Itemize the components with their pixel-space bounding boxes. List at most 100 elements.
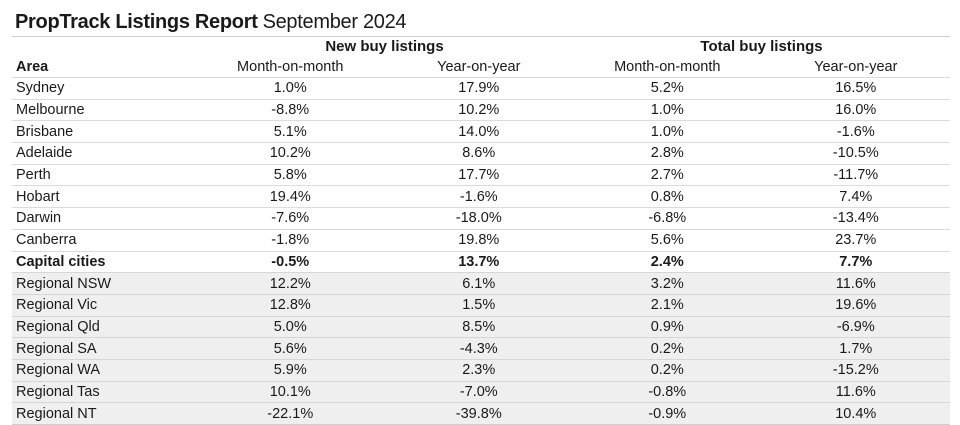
new-mom-cell: 5.1% xyxy=(196,120,385,143)
table-row: Regional NT -22.1% -39.8% -0.9% 10.4% xyxy=(12,402,951,425)
table-row: Sydney 1.0% 17.9% 5.2% 16.5% xyxy=(12,77,951,100)
listings-table: New buy listings Total buy listings Area… xyxy=(12,36,951,425)
table-row: Capital cities -0.5% 13.7% 2.4% 7.7% xyxy=(12,250,951,273)
table-row: Hobart 19.4% -1.6% 0.8% 7.4% xyxy=(12,185,951,208)
total-yoy-cell: 23.7% xyxy=(761,228,951,251)
total-mom-cell: 1.0% xyxy=(573,98,762,121)
new-yoy-cell: 1.5% xyxy=(384,293,574,317)
total-yoy-cell: 11.6% xyxy=(761,272,951,295)
table-row: Darwin -7.6% -18.0% -6.8% -13.4% xyxy=(12,207,951,230)
area-name-cell: Capital cities xyxy=(12,250,196,273)
new-mom-cell: -0.5% xyxy=(196,250,385,273)
area-name-cell: Sydney xyxy=(12,77,196,100)
total-mom-cell: -6.8% xyxy=(573,207,762,230)
new-yoy-cell: -7.0% xyxy=(384,380,574,403)
new-yoy-cell: 17.9% xyxy=(384,77,574,100)
new-yoy-cell: -39.8% xyxy=(384,402,574,425)
table-row: Regional Tas 10.1% -7.0% -0.8% 11.6% xyxy=(12,380,951,403)
new-yoy-cell: 8.6% xyxy=(384,142,574,165)
new-mom-cell: -8.8% xyxy=(196,98,385,121)
area-name-cell: Regional Vic xyxy=(12,293,196,317)
total-mom-cell: 2.1% xyxy=(573,293,762,317)
new-yoy-cell: 6.1% xyxy=(384,272,574,295)
total-mom-cell: 2.8% xyxy=(573,142,762,165)
total-yoy-cell: 1.7% xyxy=(761,337,951,360)
table-row: Brisbane 5.1% 14.0% 1.0% -1.6% xyxy=(12,120,951,143)
new-yoy-cell: 2.3% xyxy=(384,358,574,382)
new-mom-cell: 10.2% xyxy=(196,142,385,165)
new-yoy-cell: -4.3% xyxy=(384,337,574,360)
new-yoy-cell: 14.0% xyxy=(384,120,574,143)
total-mom-cell: 0.9% xyxy=(573,315,762,338)
total-mom-cell: 0.2% xyxy=(573,358,762,382)
new-mom-cell: 5.6% xyxy=(196,337,385,360)
group-header-total-buy-listings: Total buy listings xyxy=(573,36,951,57)
new-yoy-cell: -18.0% xyxy=(384,207,574,230)
area-name-cell: Adelaide xyxy=(12,142,196,165)
total-yoy-cell: 11.6% xyxy=(761,380,951,403)
table-row: Regional Vic 12.8% 1.5% 2.1% 19.6% xyxy=(12,293,951,317)
total-yoy-cell: -11.7% xyxy=(761,163,951,186)
new-mom-cell: -7.6% xyxy=(196,207,385,230)
total-yoy-cell: -15.2% xyxy=(761,358,951,382)
total-mom-cell: 2.4% xyxy=(573,250,762,273)
group-header-new-buy-listings: New buy listings xyxy=(196,36,574,57)
new-mom-cell: 12.8% xyxy=(196,293,385,317)
total-yoy-cell: -6.9% xyxy=(761,315,951,338)
table-row: Regional Qld 5.0% 8.5% 0.9% -6.9% xyxy=(12,315,951,338)
new-mom-cell: 5.0% xyxy=(196,315,385,338)
area-name-cell: Regional WA xyxy=(12,358,196,382)
new-mom-cell: 1.0% xyxy=(196,77,385,100)
total-yoy-cell: 16.0% xyxy=(761,98,951,121)
new-mom-cell: 5.9% xyxy=(196,358,385,382)
column-header-total-yoy: Year-on-year xyxy=(814,59,898,75)
new-mom-cell: -22.1% xyxy=(196,402,385,425)
column-header-new-yoy: Year-on-year xyxy=(437,59,521,75)
total-yoy-cell: 10.4% xyxy=(761,402,951,425)
new-yoy-cell: 8.5% xyxy=(384,315,574,338)
report-title-main: PropTrack Listings Report xyxy=(15,11,258,33)
new-mom-cell: 19.4% xyxy=(196,185,385,208)
new-yoy-cell: 10.2% xyxy=(384,98,574,121)
area-name-cell: Perth xyxy=(12,163,196,186)
area-name-cell: Regional SA xyxy=(12,337,196,360)
area-name-cell: Hobart xyxy=(12,185,196,208)
total-yoy-cell: 16.5% xyxy=(761,77,951,100)
group-header-spacer xyxy=(12,36,196,57)
total-mom-cell: 5.6% xyxy=(573,228,762,251)
report-title-period: September 2024 xyxy=(262,11,407,33)
total-yoy-cell: 19.6% xyxy=(761,293,951,317)
new-yoy-cell: 13.7% xyxy=(384,250,574,273)
new-mom-cell: 5.8% xyxy=(196,163,385,186)
area-name-cell: Canberra xyxy=(12,228,196,251)
table-row: Melbourne -8.8% 10.2% 1.0% 16.0% xyxy=(12,98,951,121)
table-row: Perth 5.8% 17.7% 2.7% -11.7% xyxy=(12,163,951,186)
table-row: Regional NSW 12.2% 6.1% 3.2% 11.6% xyxy=(12,272,951,295)
total-mom-cell: 1.0% xyxy=(573,120,762,143)
total-mom-cell: 2.7% xyxy=(573,163,762,186)
area-name-cell: Regional Tas xyxy=(12,380,196,403)
column-group-header-row: New buy listings Total buy listings xyxy=(12,36,951,57)
table-row: Regional WA 5.9% 2.3% 0.2% -15.2% xyxy=(12,358,951,382)
area-name-cell: Darwin xyxy=(12,207,196,230)
total-yoy-cell: -13.4% xyxy=(761,207,951,230)
area-name-cell: Regional Qld xyxy=(12,315,196,338)
column-header-new-mom: Month-on-month xyxy=(237,59,344,75)
total-yoy-cell: 7.7% xyxy=(761,250,951,273)
table-row: Canberra -1.8% 19.8% 5.6% 23.7% xyxy=(12,228,951,251)
area-name-cell: Brisbane xyxy=(12,120,196,143)
new-yoy-cell: -1.6% xyxy=(384,185,574,208)
table-row: Regional SA 5.6% -4.3% 0.2% 1.7% xyxy=(12,337,951,360)
total-mom-cell: -0.9% xyxy=(573,402,762,425)
area-name-cell: Regional NT xyxy=(12,402,196,425)
column-header-total-mom: Month-on-month xyxy=(614,59,721,75)
total-mom-cell: -0.8% xyxy=(573,380,762,403)
column-header-area: Area xyxy=(16,59,49,75)
total-mom-cell: 5.2% xyxy=(573,77,762,100)
new-mom-cell: 12.2% xyxy=(196,272,385,295)
area-name-cell: Regional NSW xyxy=(12,272,196,295)
total-yoy-cell: -1.6% xyxy=(761,120,951,143)
new-yoy-cell: 17.7% xyxy=(384,163,574,186)
total-mom-cell: 3.2% xyxy=(573,272,762,295)
report-title: PropTrack Listings Report September 2024 xyxy=(0,0,960,34)
